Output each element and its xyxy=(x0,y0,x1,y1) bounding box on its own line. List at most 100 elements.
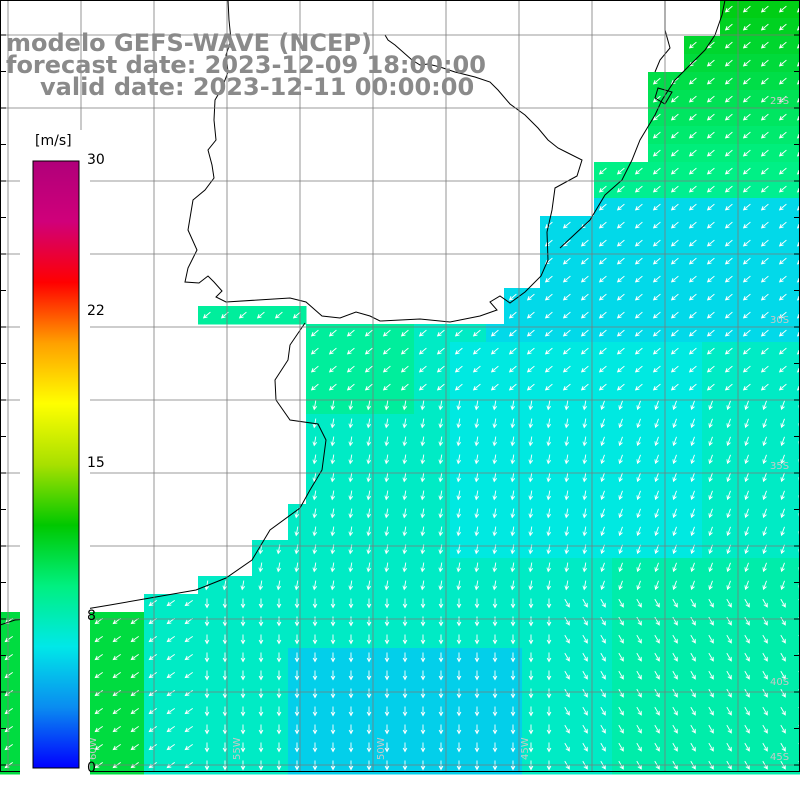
wind-arrow xyxy=(582,742,588,752)
wind-arrow xyxy=(582,670,588,680)
wind-arrow xyxy=(204,688,210,699)
speed-cell xyxy=(792,504,800,523)
wind-arrow xyxy=(492,472,498,483)
wind-arrow xyxy=(600,580,605,591)
wind-arrow xyxy=(310,383,319,391)
wind-arrow xyxy=(402,436,408,447)
speed-cell xyxy=(792,180,800,199)
wind-arrow xyxy=(762,652,768,662)
wind-arrow xyxy=(510,580,516,591)
wind-arrow xyxy=(400,329,409,337)
wind-arrow xyxy=(276,706,282,717)
wind-arrow xyxy=(384,706,390,717)
speed-cell xyxy=(792,108,800,127)
wind-arrow xyxy=(580,275,589,283)
speed-cell xyxy=(792,450,800,469)
wind-arrow xyxy=(474,526,480,537)
wind-arrow xyxy=(528,652,534,663)
wind-arrow xyxy=(636,742,642,752)
wind-arrow xyxy=(580,347,589,355)
wind-arrow xyxy=(348,526,354,537)
wind-arrow xyxy=(544,329,553,337)
wind-arrow xyxy=(672,472,677,483)
wind-arrow xyxy=(436,329,445,337)
wind-arrow xyxy=(258,562,264,573)
wind-arrow xyxy=(780,598,786,608)
wind-arrow xyxy=(598,239,607,247)
wind-arrow xyxy=(762,742,768,752)
speed-cell xyxy=(792,198,800,217)
wind-arrow xyxy=(564,418,570,429)
wind-arrow xyxy=(778,311,787,319)
wind-arrow xyxy=(276,634,282,645)
wind-arrow xyxy=(366,670,372,681)
wind-arrow xyxy=(276,742,282,753)
speed-cell xyxy=(792,540,800,559)
wind-arrow xyxy=(438,418,444,429)
wind-arrow xyxy=(528,616,534,627)
wind-arrow xyxy=(240,616,246,627)
wind-arrow xyxy=(240,706,246,717)
wind-arrow xyxy=(672,454,677,465)
wind-arrow xyxy=(726,742,732,752)
wind-arrow xyxy=(634,275,643,283)
wind-arrow xyxy=(366,634,372,645)
wind-arrow xyxy=(384,580,390,591)
wind-arrow xyxy=(778,365,787,373)
wind-arrow xyxy=(330,490,336,501)
wind-arrow xyxy=(780,688,786,698)
wind-arrow xyxy=(598,311,607,319)
wind-arrow xyxy=(94,672,103,679)
wind-arrow xyxy=(600,454,605,465)
wind-arrow xyxy=(402,724,408,735)
wind-arrow xyxy=(582,706,588,716)
wind-arrow xyxy=(796,224,800,229)
wind-arrow xyxy=(526,365,535,373)
wind-arrow xyxy=(492,706,498,717)
wind-arrow xyxy=(762,526,767,537)
wind-arrow xyxy=(618,742,624,752)
wind-arrow xyxy=(564,688,570,698)
wind-arrow xyxy=(690,490,695,501)
wind-arrow xyxy=(546,580,552,591)
speed-cell xyxy=(792,234,800,253)
wind-arrow xyxy=(562,293,571,301)
wind-arrow xyxy=(330,436,336,447)
wind-arrow xyxy=(616,221,625,229)
wind-arrow xyxy=(562,365,571,373)
wind-arrow xyxy=(348,508,354,519)
wind-arrow xyxy=(456,742,462,753)
wind-arrow xyxy=(330,706,336,717)
wind-arrow xyxy=(420,724,426,735)
wind-arrow xyxy=(420,742,426,753)
wind-arrow xyxy=(510,598,516,609)
wind-arrow xyxy=(366,742,372,753)
wind-arrow xyxy=(384,598,390,609)
wind-arrow xyxy=(744,634,750,644)
wind-arrow xyxy=(582,508,588,519)
wind-arrow xyxy=(436,383,445,391)
wind-arrow xyxy=(562,257,571,265)
speed-cell xyxy=(792,306,800,325)
wind-arrow xyxy=(330,418,336,429)
wind-arrow xyxy=(744,526,749,537)
wind-arrow xyxy=(672,634,678,644)
wind-arrow xyxy=(760,23,769,31)
wind-arrow xyxy=(726,688,732,698)
wind-arrow xyxy=(636,580,641,591)
wind-arrow xyxy=(454,383,463,391)
wind-arrow xyxy=(492,688,498,699)
wind-arrow xyxy=(724,59,733,67)
lat-label-35s: 35S xyxy=(770,461,789,472)
wind-arrow xyxy=(744,706,750,716)
wind-arrow xyxy=(348,670,354,681)
wind-arrow xyxy=(510,508,516,519)
wind-arrow xyxy=(510,418,516,429)
wind-arrow xyxy=(670,311,679,319)
wind-arrow xyxy=(616,365,625,373)
speed-cell xyxy=(792,126,800,145)
wind-arrow xyxy=(330,562,336,573)
wind-arrow xyxy=(672,490,677,501)
wind-arrow xyxy=(438,454,444,465)
wind-arrow xyxy=(652,311,661,319)
